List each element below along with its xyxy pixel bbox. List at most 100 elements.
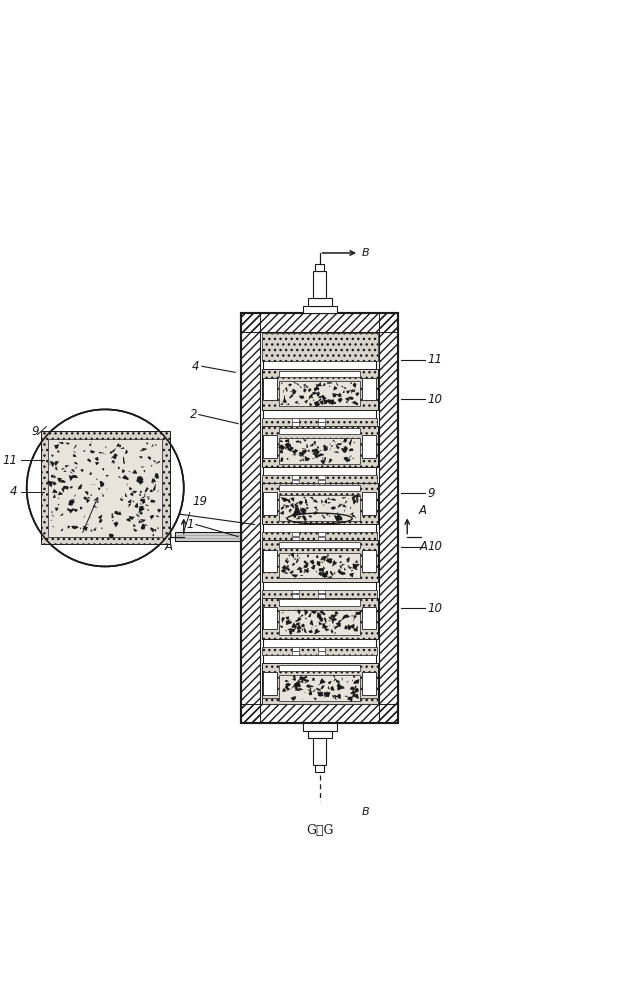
Polygon shape — [292, 512, 297, 518]
Polygon shape — [130, 492, 133, 496]
Polygon shape — [52, 494, 56, 498]
Bar — [318, 422, 325, 426]
Polygon shape — [344, 501, 347, 504]
Bar — [241, 313, 398, 723]
Polygon shape — [353, 676, 355, 678]
Polygon shape — [349, 697, 353, 702]
Bar — [263, 435, 278, 458]
Polygon shape — [289, 503, 294, 508]
Polygon shape — [125, 493, 128, 497]
Polygon shape — [320, 450, 321, 451]
Polygon shape — [71, 469, 75, 473]
Polygon shape — [292, 563, 295, 566]
Polygon shape — [58, 498, 60, 499]
Polygon shape — [327, 497, 331, 500]
Polygon shape — [355, 517, 357, 519]
Polygon shape — [286, 444, 288, 446]
Polygon shape — [347, 624, 351, 630]
Polygon shape — [349, 513, 354, 515]
Polygon shape — [300, 441, 301, 444]
Polygon shape — [314, 387, 318, 392]
Polygon shape — [56, 462, 57, 464]
Polygon shape — [148, 498, 149, 500]
Bar — [241, 313, 398, 332]
Polygon shape — [332, 562, 337, 567]
Polygon shape — [323, 692, 328, 695]
Polygon shape — [337, 398, 342, 403]
Polygon shape — [350, 690, 355, 694]
Polygon shape — [315, 506, 317, 509]
Polygon shape — [57, 504, 59, 505]
Polygon shape — [356, 625, 358, 629]
Polygon shape — [352, 497, 357, 502]
Polygon shape — [330, 448, 331, 451]
Polygon shape — [296, 558, 299, 563]
Bar — [292, 418, 299, 422]
Polygon shape — [132, 491, 137, 494]
Polygon shape — [355, 614, 358, 616]
Polygon shape — [300, 678, 303, 680]
Polygon shape — [156, 515, 159, 517]
Polygon shape — [299, 460, 302, 462]
Polygon shape — [292, 453, 297, 456]
Polygon shape — [332, 393, 336, 398]
Polygon shape — [128, 504, 131, 508]
Polygon shape — [112, 453, 118, 459]
Polygon shape — [303, 450, 306, 454]
Bar — [292, 537, 299, 540]
Polygon shape — [318, 572, 322, 576]
Polygon shape — [85, 491, 88, 496]
Polygon shape — [299, 676, 304, 680]
Polygon shape — [308, 515, 312, 518]
Polygon shape — [312, 678, 315, 681]
Polygon shape — [94, 457, 99, 461]
Polygon shape — [71, 526, 75, 528]
Polygon shape — [308, 685, 314, 688]
Bar — [279, 542, 360, 548]
Bar — [362, 672, 376, 695]
Polygon shape — [290, 498, 294, 502]
Polygon shape — [342, 446, 348, 451]
Polygon shape — [128, 500, 131, 503]
Polygon shape — [139, 510, 140, 514]
Polygon shape — [326, 513, 329, 516]
Bar — [318, 651, 325, 655]
Polygon shape — [342, 618, 343, 620]
Polygon shape — [294, 626, 297, 629]
Polygon shape — [60, 441, 64, 444]
Polygon shape — [83, 526, 88, 532]
Polygon shape — [338, 571, 342, 574]
Polygon shape — [346, 390, 350, 394]
Polygon shape — [73, 526, 79, 529]
Polygon shape — [312, 392, 317, 395]
Polygon shape — [337, 688, 341, 691]
Polygon shape — [78, 486, 81, 490]
Polygon shape — [140, 502, 141, 505]
Polygon shape — [342, 497, 344, 499]
Polygon shape — [123, 457, 125, 464]
Polygon shape — [354, 685, 357, 689]
Polygon shape — [313, 511, 318, 515]
Polygon shape — [279, 511, 284, 515]
Polygon shape — [303, 497, 306, 499]
Polygon shape — [317, 612, 321, 618]
Polygon shape — [325, 575, 327, 577]
Polygon shape — [300, 575, 303, 576]
Polygon shape — [300, 453, 302, 455]
Polygon shape — [280, 439, 283, 442]
Polygon shape — [295, 401, 298, 404]
Polygon shape — [285, 683, 291, 687]
Bar — [241, 313, 260, 723]
Polygon shape — [122, 469, 125, 473]
Polygon shape — [144, 470, 146, 473]
Polygon shape — [337, 682, 340, 686]
Polygon shape — [281, 403, 283, 405]
Text: G－G: G－G — [306, 824, 333, 837]
Polygon shape — [141, 525, 145, 529]
Bar — [262, 532, 377, 540]
Polygon shape — [319, 400, 323, 405]
Polygon shape — [338, 515, 341, 518]
Bar — [262, 647, 377, 655]
Polygon shape — [89, 444, 91, 446]
Bar — [175, 532, 241, 541]
